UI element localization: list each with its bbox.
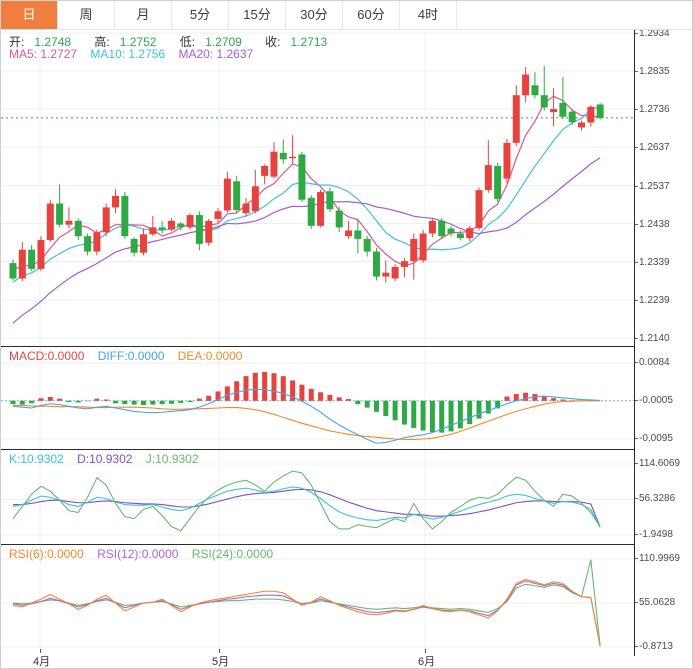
macd-panel[interactable]: MACD:0.0000 DIFF:0.0000 DEA:0.0000 <box>1 346 634 450</box>
macd-tick: 0.0084 <box>635 357 670 368</box>
low-value: 1.2709 <box>205 35 242 49</box>
kdj-axis: 114.6069 56.3286 -1.9498 <box>634 449 692 544</box>
kdj-panel[interactable]: K:10.9302 D:10.9302 J:10.9302 <box>1 449 634 545</box>
ma-readout: MA5: 1.2727 MA10: 1.2756 MA20: 1.2637 <box>9 47 263 61</box>
timeframe-tabbar: 日 周 月 5分 15分 30分 60分 4时 <box>1 1 692 30</box>
month-tick <box>219 649 220 653</box>
month-tick <box>40 649 41 653</box>
kdj-tick: -1.9498 <box>635 529 673 540</box>
kdj-tick: 114.6069 <box>635 458 680 469</box>
tab-5min[interactable]: 5分 <box>172 1 229 29</box>
candlestick-panel[interactable]: 开: 1.2748 高: 1.2752 低: 1.2709 收: 1.2713 MA5:… <box>1 29 634 346</box>
ohlc-readout: 开: 1.2748 高: 1.2752 低: 1.2709 收: 1.2713 <box>9 33 347 50</box>
rsi-readout: RSI(6):0.0000 RSI(12):0.0000 RSI(24):0.0… <box>9 547 283 561</box>
k-value: K:10.9302 <box>9 452 64 466</box>
tab-weekly[interactable]: 周 <box>58 1 115 29</box>
y-axis-line <box>634 29 635 656</box>
price-tick: 1.2239 <box>635 294 670 306</box>
tab-60min[interactable]: 60分 <box>343 1 400 29</box>
month-label-june: 6月 <box>418 656 436 668</box>
kdj-tick: 56.3286 <box>634 493 676 505</box>
rsi12-value: RSI(12):0.0000 <box>97 547 179 561</box>
rsi6-value: RSI(6):0.0000 <box>9 547 84 561</box>
month-tick <box>425 649 426 653</box>
rsi-tick: 110.9969 <box>635 553 680 564</box>
price-tick: 1.2934 <box>635 28 670 39</box>
high-value: 1.2752 <box>119 35 157 49</box>
kdj-chart[interactable] <box>1 450 634 545</box>
macd-tick: -0.0095 <box>635 433 673 444</box>
macd-readout: MACD:0.0000 DIFF:0.0000 DEA:0.0000 <box>9 349 252 363</box>
tab-monthly[interactable]: 月 <box>115 1 172 29</box>
month-label-may: 5月 <box>212 656 230 668</box>
close-value: 1.2713 <box>290 35 328 49</box>
d-value: D:10.9302 <box>77 452 133 466</box>
price-tick: 1.2339 <box>635 256 670 268</box>
price-tick: 1.2736 <box>635 104 670 116</box>
j-value: J:10.9302 <box>145 452 199 466</box>
rsi-tick: -0.8713 <box>635 641 673 652</box>
rsi-tick: 55.0628 <box>634 597 676 608</box>
high-label: 高: <box>94 35 110 49</box>
low-label: 低: <box>179 35 196 49</box>
macd-tick: -0.0005 <box>635 394 673 406</box>
price-tick: 1.2438 <box>635 218 670 230</box>
tab-30min[interactable]: 30分 <box>286 1 343 29</box>
x-axis: 4月 5月 6月 <box>1 649 634 668</box>
price-tick: 1.2835 <box>635 66 670 78</box>
macd-axis: 0.0084 -0.0005 -0.0095 <box>635 346 692 449</box>
price-tick: 1.2537 <box>635 180 670 192</box>
tab-15min[interactable]: 15分 <box>229 1 286 29</box>
ma5-value: MA5: 1.2727 <box>9 47 78 61</box>
diff-value: DIFF:0.0000 <box>97 349 165 363</box>
price-tick: 1.2637 <box>635 142 670 154</box>
price-axis: 1.2934 1.2835 1.2736 1.2637 1.2537 1.243… <box>635 28 692 346</box>
open-label: 开: <box>9 35 25 49</box>
close-label: 收: <box>265 35 281 49</box>
price-tick: 1.2140 <box>635 333 670 344</box>
rsi24-value: RSI(24):0.0000 <box>191 547 274 561</box>
candlestick-chart[interactable] <box>1 29 634 346</box>
ma20-value: MA20: 1.2637 <box>178 47 254 61</box>
ma10-value: MA10: 1.2756 <box>90 47 166 61</box>
rsi-panel[interactable]: RSI(6):0.0000 RSI(12):0.0000 RSI(24):0.0… <box>1 544 634 650</box>
macd-chart[interactable] <box>1 347 634 450</box>
month-label-april: 4月 <box>33 656 51 668</box>
open-value: 1.2748 <box>34 35 72 49</box>
rsi-chart[interactable] <box>1 545 634 650</box>
macd-value: MACD:0.0000 <box>9 349 85 363</box>
rsi-axis: 110.9969 55.0628 -0.8713 <box>634 544 692 652</box>
kdj-readout: K:10.9302 D:10.9302 J:10.9302 <box>9 452 209 466</box>
tab-daily[interactable]: 日 <box>1 1 58 29</box>
dea-value: DEA:0.0000 <box>177 349 243 363</box>
tab-4hour[interactable]: 4时 <box>400 1 457 29</box>
